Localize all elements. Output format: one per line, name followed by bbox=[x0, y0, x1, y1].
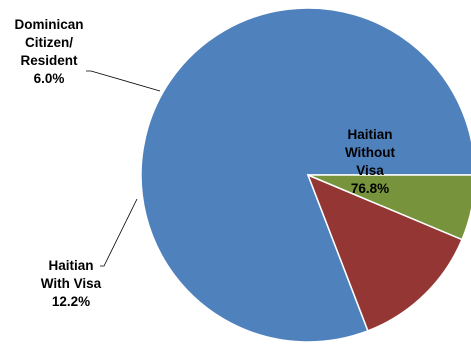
pie-slice-0 bbox=[140, 7, 471, 343]
slice-label-2: Dominican Citizen/Resident 6.0% bbox=[14, 17, 83, 86]
slice-label-0: Haitian Without Visa 76.8% bbox=[345, 127, 396, 196]
pie-slices bbox=[140, 7, 471, 343]
leader-line-2 bbox=[86, 70, 161, 92]
pie-slice-1 bbox=[306, 173, 464, 332]
slice-labels: Haitian Without Visa 76.8% Haitian With Visa 1… bbox=[14, 17, 395, 309]
pie-slice-2 bbox=[307, 174, 471, 241]
leader-lines bbox=[86, 70, 161, 267]
leader-line-1 bbox=[100, 198, 138, 267]
slice-label-1: Haitian With Visa 12.2% bbox=[41, 258, 102, 309]
